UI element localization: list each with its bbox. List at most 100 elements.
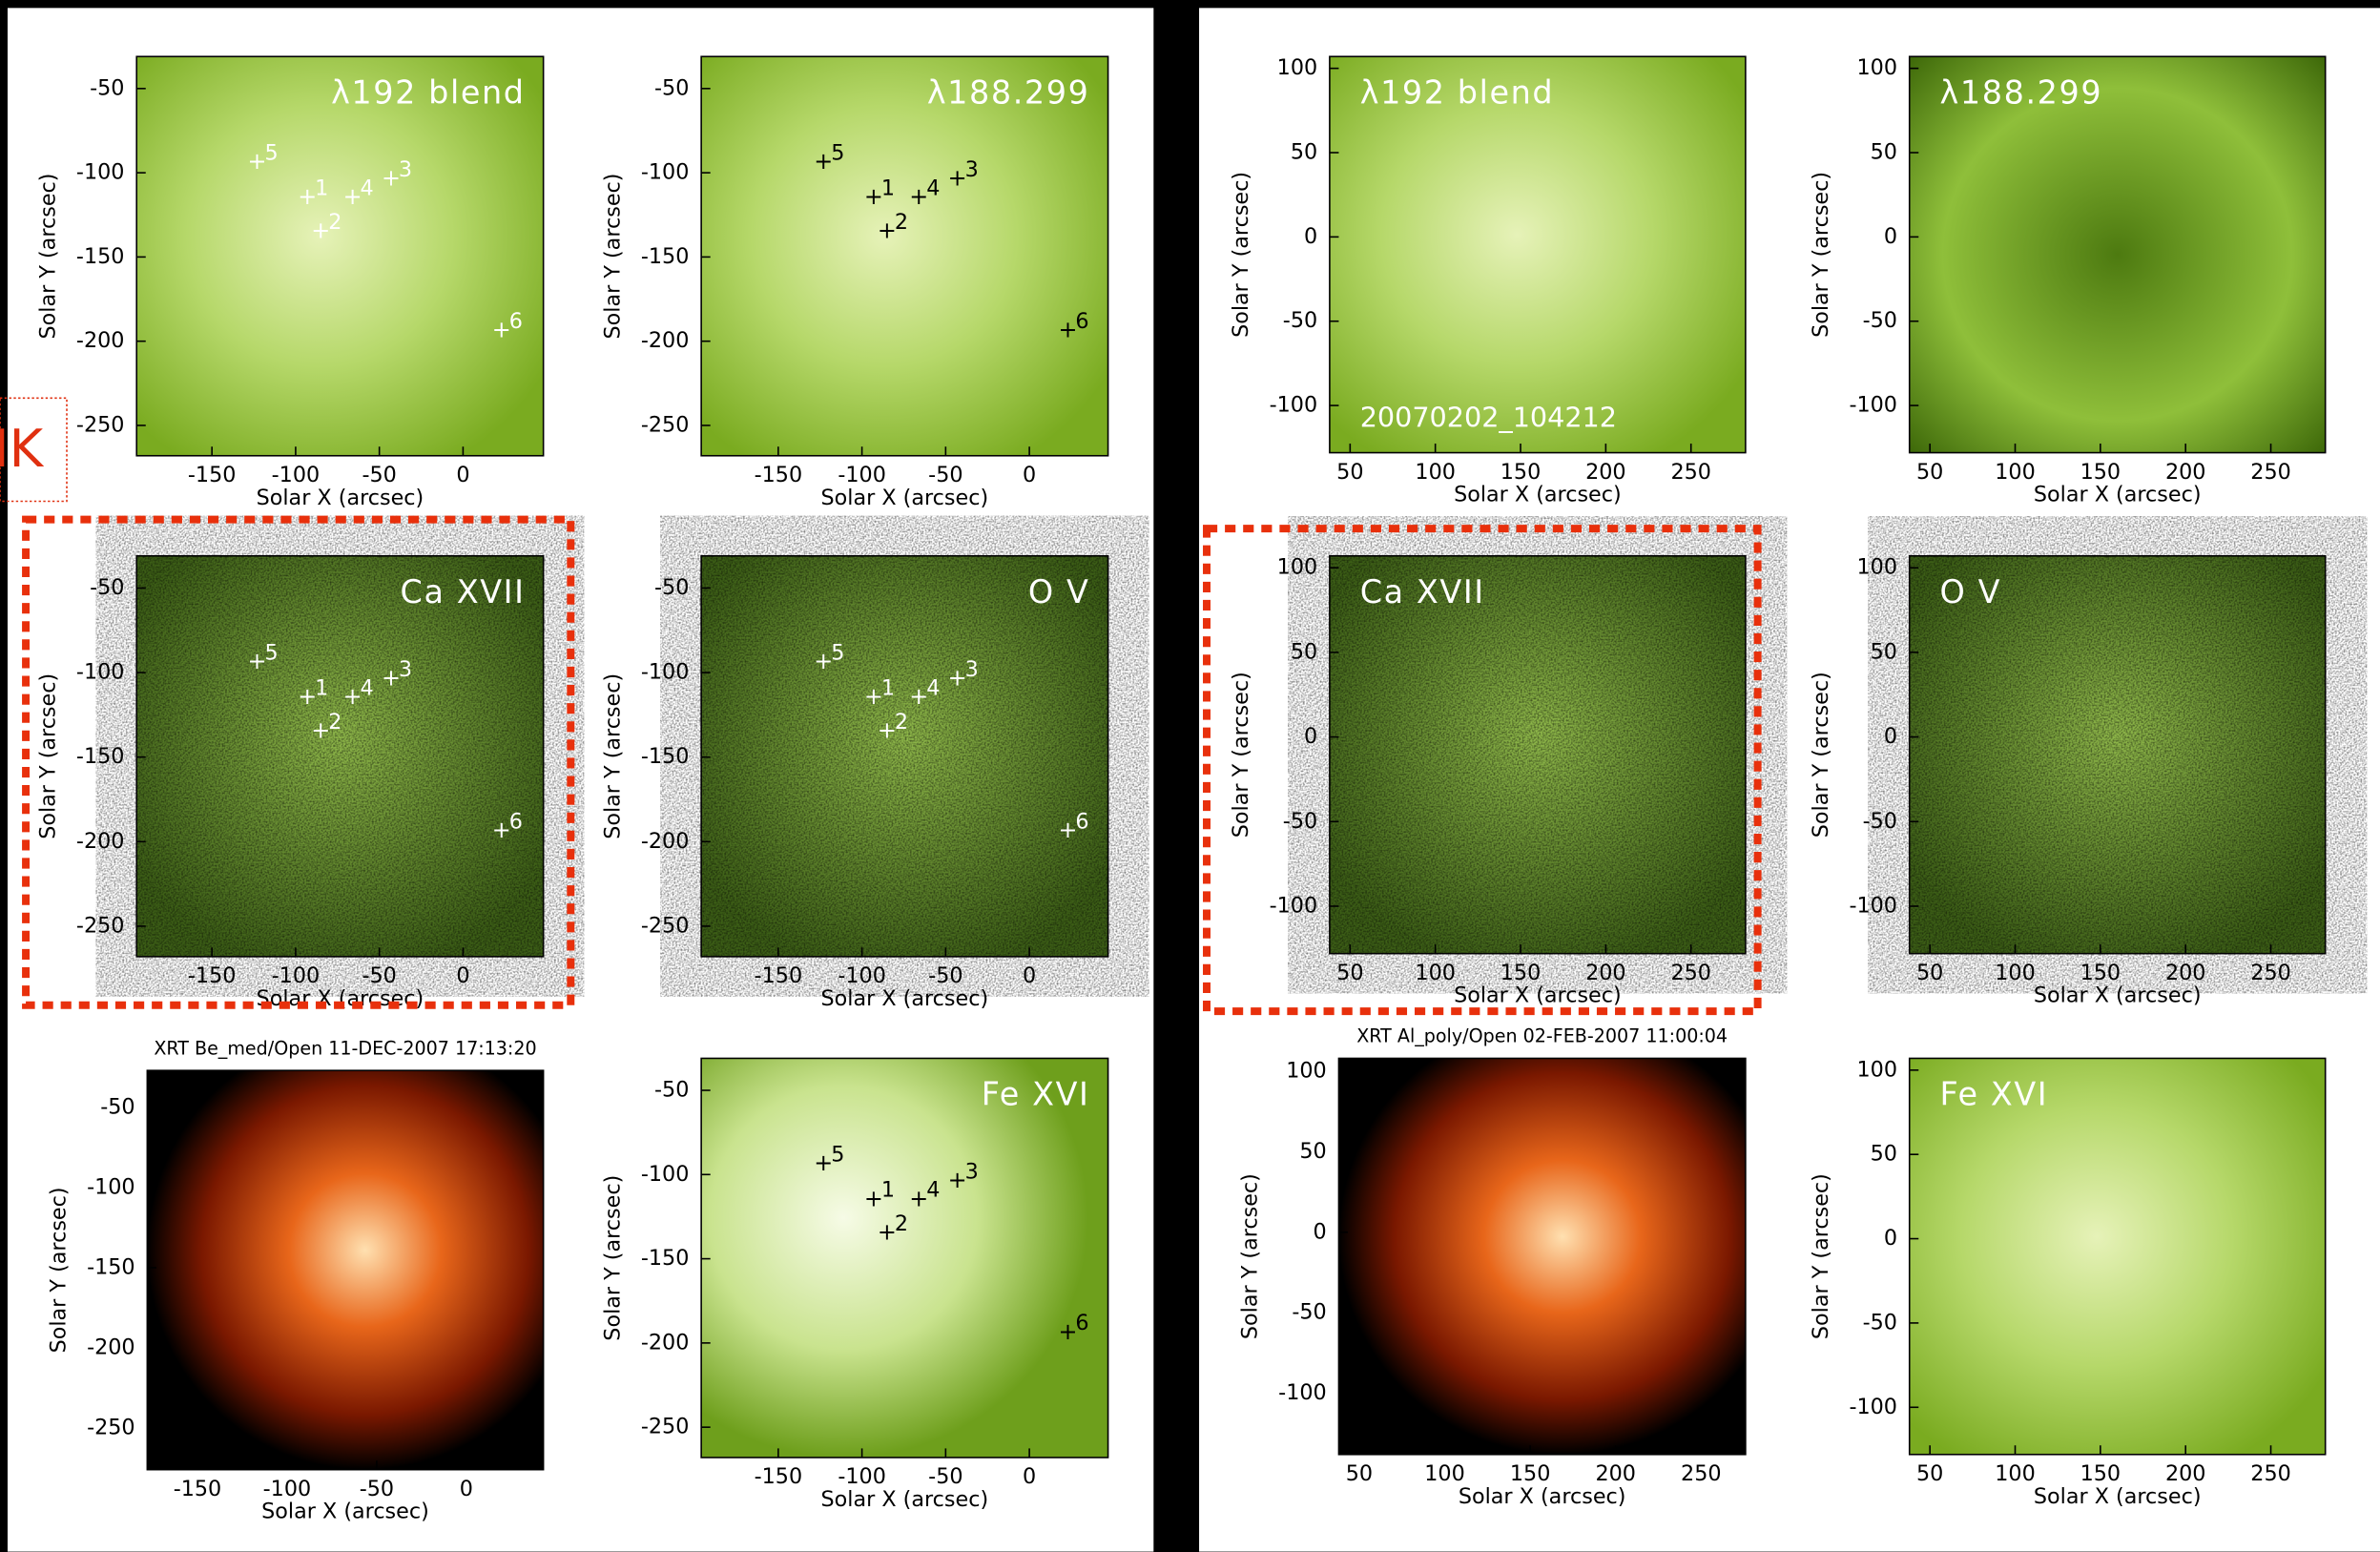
y-tick-label: -50 <box>1292 1300 1326 1325</box>
y-tick-label: -50 <box>654 575 689 600</box>
y-tick-label: -100 <box>1849 393 1897 418</box>
marker-label: 3 <box>965 157 979 182</box>
x-tick-label: 250 <box>1670 460 1711 485</box>
x-tick-label: 100 <box>1995 961 2036 985</box>
marker-label: 4 <box>926 676 940 701</box>
x-axis-label: Solar X (arcsec) <box>2034 983 2202 1008</box>
x-tick-label: -100 <box>272 463 321 487</box>
marker-label: 4 <box>926 176 940 201</box>
y-tick-label: -150 <box>641 244 690 269</box>
channel-label: λ192 blend <box>1360 74 1554 112</box>
x-tick-label: 100 <box>1424 1461 1465 1486</box>
x-tick-label: 150 <box>1500 961 1542 985</box>
y-tick-label: 50 <box>1299 1139 1326 1164</box>
marker-label: 3 <box>399 157 412 182</box>
marker-label: 3 <box>399 657 412 682</box>
y-tick-label: 50 <box>1871 140 1897 165</box>
marker-label: 2 <box>328 210 341 235</box>
x-tick-label: 200 <box>1585 961 1626 985</box>
y-tick-label: -100 <box>641 1162 690 1187</box>
x-tick-label: 150 <box>2080 460 2121 485</box>
y-tick-label: -50 <box>1863 308 1897 333</box>
y-tick-label: 0 <box>1884 724 1897 749</box>
x-tick-label: 0 <box>456 463 469 487</box>
x-tick-label: -50 <box>362 963 396 988</box>
y-tick-label: -100 <box>87 1174 135 1199</box>
channel-label: λ192 blend <box>331 74 525 112</box>
marker-label: 2 <box>895 210 908 235</box>
y-tick-label: 0 <box>1304 724 1317 749</box>
marker-label: 5 <box>265 640 279 665</box>
marker-label: 6 <box>1075 810 1088 835</box>
solar-image <box>136 56 543 455</box>
x-tick-label: -150 <box>174 1477 222 1501</box>
x-tick-label: 0 <box>1023 463 1036 487</box>
solar-image <box>1910 1058 2326 1454</box>
x-axis-label: Solar X (arcsec) <box>1454 983 1622 1008</box>
x-tick-label: 0 <box>1023 1464 1036 1489</box>
x-tick-label: 50 <box>1336 961 1363 985</box>
y-axis-label: Solar Y (arcsec) <box>600 1175 625 1341</box>
x-tick-label: 50 <box>1916 961 1943 985</box>
marker-label: 5 <box>831 140 844 165</box>
y-tick-label: 100 <box>1277 55 1318 80</box>
x-axis-label: Solar X (arcsec) <box>257 486 424 510</box>
y-tick-label: -250 <box>641 1415 690 1439</box>
y-tick-label: -100 <box>1270 393 1318 418</box>
x-axis-label: Solar X (arcsec) <box>2034 1484 2202 1509</box>
y-tick-label: -50 <box>1863 809 1897 834</box>
x-tick-label: -100 <box>838 963 886 988</box>
timestamp: 20070202_104212 <box>1360 402 1617 434</box>
y-tick-label: -150 <box>87 1254 135 1279</box>
y-tick-label: -50 <box>654 1078 689 1103</box>
y-tick-label: -100 <box>1270 893 1318 918</box>
y-tick-label: -150 <box>641 744 690 769</box>
y-tick-label: 0 <box>1884 1226 1897 1251</box>
y-tick-label: -250 <box>87 1415 135 1439</box>
x-tick-label: 100 <box>1415 961 1456 985</box>
x-tick-label: 250 <box>1681 1461 1722 1486</box>
y-axis-label: Solar Y (arcsec) <box>35 174 60 340</box>
channel-label: λ188.299 <box>1940 74 2103 112</box>
marker-label: 4 <box>926 1178 940 1203</box>
y-axis-label: Solar Y (arcsec) <box>1238 1173 1263 1339</box>
marker-label: 4 <box>361 676 374 701</box>
marker-label: 6 <box>1075 1311 1088 1335</box>
edge-label: IK <box>0 419 45 479</box>
x-tick-label: -100 <box>838 1464 886 1489</box>
marker-label: 1 <box>315 676 328 701</box>
y-tick-label: -200 <box>641 328 690 353</box>
x-tick-label: 200 <box>2165 961 2206 985</box>
y-tick-label: 0 <box>1884 224 1897 249</box>
x-tick-label: 200 <box>1595 1461 1636 1486</box>
x-tick-label: 50 <box>1916 1461 1943 1486</box>
marker-label: 6 <box>509 309 523 334</box>
y-axis-label: Solar Y (arcsec) <box>1809 1173 1833 1339</box>
x-tick-label: 50 <box>1346 1461 1373 1486</box>
y-axis-label: Solar Y (arcsec) <box>35 673 60 839</box>
y-axis-label: Solar Y (arcsec) <box>1809 672 1833 838</box>
marker-label: 1 <box>315 176 328 201</box>
x-axis-label: Solar X (arcsec) <box>821 1487 989 1512</box>
x-tick-label: 200 <box>2165 460 2206 485</box>
marker-label: 2 <box>895 1211 908 1236</box>
channel-label: O V <box>1028 573 1090 610</box>
x-tick-label: 0 <box>460 1477 473 1501</box>
marker-label: 3 <box>965 657 979 682</box>
y-tick-label: -50 <box>90 75 124 100</box>
y-tick-label: 100 <box>1277 555 1318 580</box>
channel-label: Ca XVII <box>1360 573 1485 610</box>
x-tick-label: 100 <box>1415 460 1456 485</box>
x-axis-label: Solar X (arcsec) <box>1454 483 1622 507</box>
marker-label: 1 <box>881 1178 895 1203</box>
page: IK λ192 blend -150 -100 -50 0 -50 -100 -150 -200… <box>0 0 2380 1552</box>
x-axis-label: Solar X (arcsec) <box>1459 1484 1626 1509</box>
y-tick-label: -100 <box>641 160 690 185</box>
solar-image <box>701 56 1107 455</box>
x-tick-label: -150 <box>755 463 803 487</box>
solar-image <box>147 1070 543 1469</box>
x-tick-label: -100 <box>838 463 886 487</box>
y-axis-label: Solar Y (arcsec) <box>1229 172 1253 338</box>
y-tick-label: -50 <box>654 75 689 100</box>
y-tick-label: -100 <box>76 660 125 685</box>
